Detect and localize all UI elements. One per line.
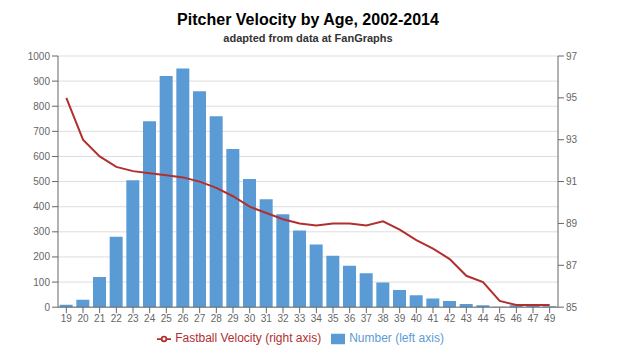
svg-text:800: 800 — [33, 101, 50, 112]
svg-text:38: 38 — [377, 313, 389, 324]
svg-text:34: 34 — [311, 313, 323, 324]
svg-text:35: 35 — [327, 313, 339, 324]
svg-text:100: 100 — [33, 277, 50, 288]
svg-text:37: 37 — [361, 313, 373, 324]
svg-text:19: 19 — [61, 313, 73, 324]
svg-text:900: 900 — [33, 76, 50, 87]
svg-text:33: 33 — [294, 313, 306, 324]
svg-text:91: 91 — [566, 176, 578, 187]
svg-text:27: 27 — [194, 313, 206, 324]
svg-text:26: 26 — [177, 313, 189, 324]
svg-text:32: 32 — [277, 313, 289, 324]
svg-text:22: 22 — [111, 313, 123, 324]
svg-text:28: 28 — [211, 313, 223, 324]
svg-text:200: 200 — [33, 251, 50, 262]
svg-text:500: 500 — [33, 176, 50, 187]
svg-text:36: 36 — [344, 313, 356, 324]
svg-text:45: 45 — [494, 313, 506, 324]
svg-text:23: 23 — [127, 313, 139, 324]
svg-text:97: 97 — [566, 51, 578, 62]
svg-text:44: 44 — [477, 313, 489, 324]
svg-text:25: 25 — [161, 313, 173, 324]
svg-text:47: 47 — [527, 313, 539, 324]
svg-text:85: 85 — [566, 302, 578, 313]
svg-text:93: 93 — [566, 134, 578, 145]
svg-text:700: 700 — [33, 126, 50, 137]
html-text:adapted from data at FanGraphs: adapted from data at FanGraphs — [223, 32, 393, 44]
svg-text:95: 95 — [566, 92, 578, 103]
svg-text:600: 600 — [33, 151, 50, 162]
svg-text:21: 21 — [94, 313, 106, 324]
svg-text:400: 400 — [33, 201, 50, 212]
svg-text:46: 46 — [511, 313, 523, 324]
svg-text:24: 24 — [144, 313, 156, 324]
svg-text:89: 89 — [566, 218, 578, 229]
svg-text:0: 0 — [44, 302, 50, 313]
svg-text:30: 30 — [244, 313, 256, 324]
svg-text:49: 49 — [544, 313, 556, 324]
svg-text:43: 43 — [461, 313, 473, 324]
svg-text:300: 300 — [33, 226, 50, 237]
svg-text:40: 40 — [411, 313, 423, 324]
svg-text:20: 20 — [77, 313, 89, 324]
svg-text:41: 41 — [427, 313, 439, 324]
svg-text:39: 39 — [394, 313, 406, 324]
svg-text:42: 42 — [444, 313, 456, 324]
svg-text:87: 87 — [566, 260, 578, 271]
html-text:Number (left axis): Number (left axis) — [349, 331, 444, 346]
svg-text:31: 31 — [261, 313, 273, 324]
html-text:Fastball Velocity (right axis): Fastball Velocity (right axis) — [175, 331, 322, 346]
html-text:Pitcher Velocity by Age, 2002-: Pitcher Velocity by Age, 2002-2014 — [177, 11, 439, 28]
svg-text:29: 29 — [227, 313, 239, 324]
svg-text:1000: 1000 — [28, 51, 51, 62]
